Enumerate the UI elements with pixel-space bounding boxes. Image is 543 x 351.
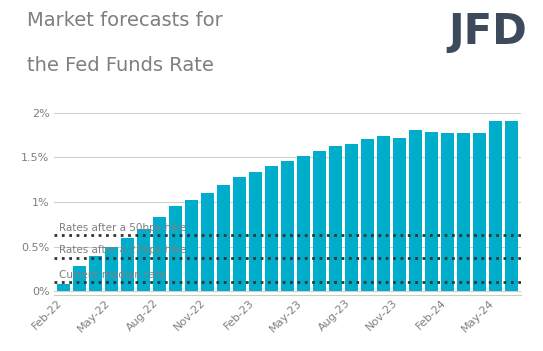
Bar	[425, 132, 438, 291]
Bar	[58, 284, 70, 291]
Bar	[345, 144, 358, 291]
Bar	[473, 133, 486, 291]
Text: Current median rate: Current median rate	[59, 270, 166, 280]
Bar	[201, 193, 214, 291]
Bar	[330, 146, 342, 291]
Bar	[506, 120, 518, 291]
Bar	[217, 185, 230, 291]
Bar	[266, 166, 278, 291]
Bar	[393, 138, 406, 291]
Bar	[137, 229, 150, 291]
Text: Rates after a 25bps hike: Rates after a 25bps hike	[59, 245, 186, 255]
Text: Rates after a 50bps hike: Rates after a 50bps hike	[59, 223, 186, 233]
Bar	[186, 200, 198, 291]
Text: Market forecasts for: Market forecasts for	[27, 11, 223, 29]
Bar	[105, 246, 118, 291]
Bar	[169, 206, 182, 291]
Bar	[73, 266, 86, 291]
Bar	[409, 130, 422, 291]
Bar	[377, 136, 390, 291]
Bar	[90, 256, 102, 291]
Bar	[249, 172, 262, 291]
Bar	[281, 161, 294, 291]
Bar	[154, 217, 166, 291]
Bar	[233, 177, 246, 291]
Bar	[298, 156, 310, 291]
Text: the Fed Funds Rate: the Fed Funds Rate	[27, 56, 214, 75]
Bar	[122, 238, 134, 291]
Bar	[457, 133, 470, 291]
Text: JFD: JFD	[448, 11, 527, 53]
Bar	[361, 139, 374, 291]
Bar	[313, 151, 326, 291]
Bar	[441, 133, 454, 291]
Bar	[489, 121, 502, 291]
